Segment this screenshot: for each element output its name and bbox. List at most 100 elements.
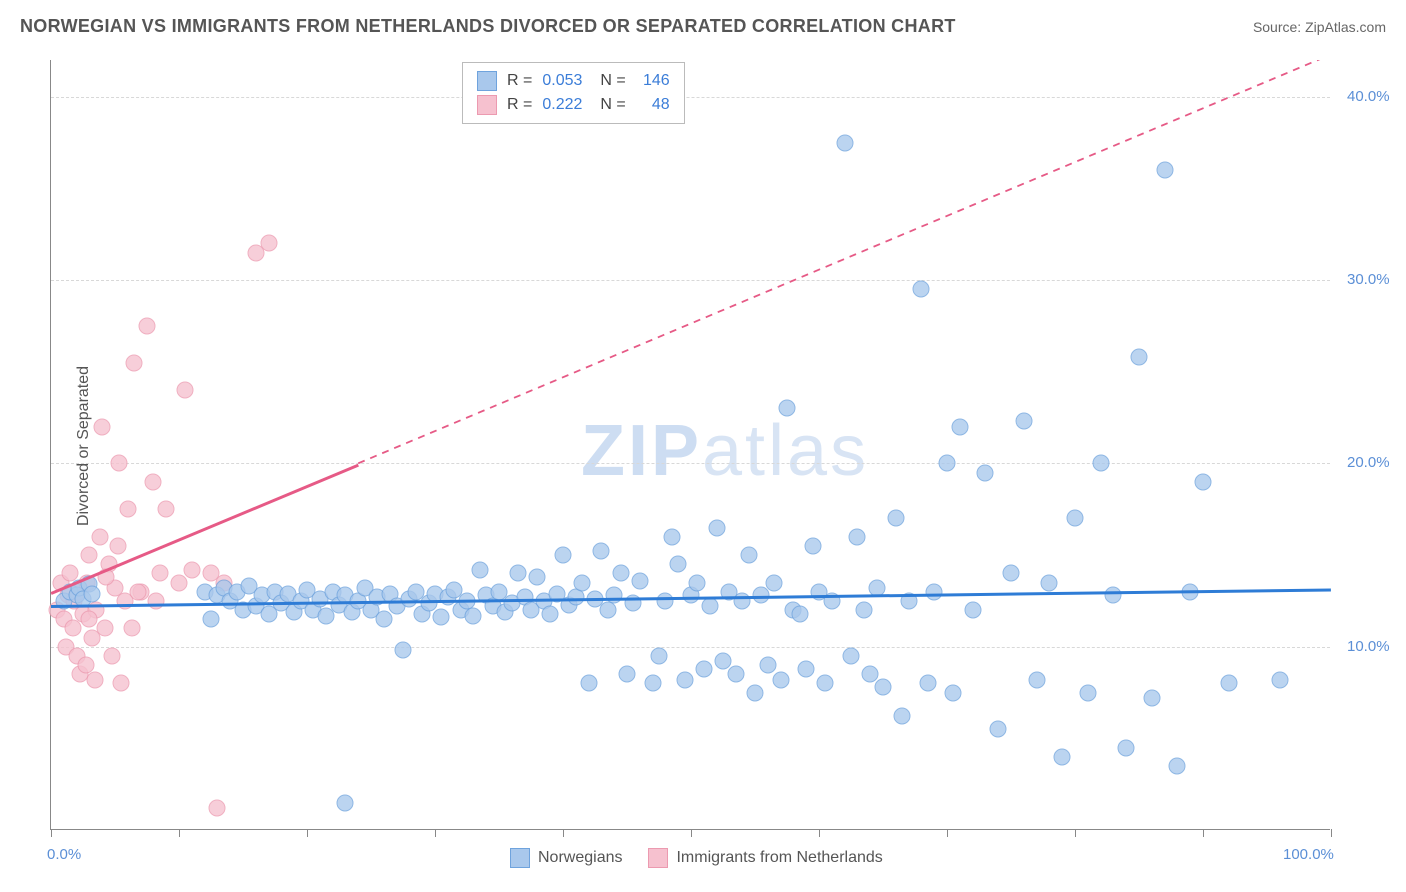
x-tick	[947, 829, 948, 837]
point-blue	[375, 611, 392, 628]
legend-item: Norwegians	[510, 848, 622, 868]
source-label: Source: ZipAtlas.com	[1253, 19, 1386, 35]
x-tick	[819, 829, 820, 837]
trend-line-dashed	[51, 60, 1331, 830]
point-blue	[651, 647, 668, 664]
gridline-h	[51, 647, 1330, 648]
stat-n-value: 48	[636, 96, 670, 114]
legend-item: Immigrants from Netherlands	[648, 848, 882, 868]
point-pink	[260, 235, 277, 252]
point-blue	[766, 574, 783, 591]
legend-swatch	[648, 848, 668, 868]
stats-legend-box: R =0.053N =146R =0.222N =48	[462, 62, 685, 124]
point-blue	[510, 565, 527, 582]
point-pink	[147, 592, 164, 609]
point-blue	[836, 134, 853, 151]
point-blue	[542, 605, 559, 622]
point-blue	[939, 455, 956, 472]
point-blue	[644, 675, 661, 692]
point-blue	[471, 561, 488, 578]
legend-swatch	[477, 95, 497, 115]
point-blue	[1054, 748, 1071, 765]
y-tick-label: 40.0%	[1347, 88, 1390, 105]
point-blue	[702, 598, 719, 615]
point-pink	[64, 620, 81, 637]
point-pink	[81, 547, 98, 564]
legend-label: Norwegians	[538, 849, 622, 867]
stats-row: R =0.222N =48	[477, 93, 670, 117]
point-blue	[951, 418, 968, 435]
x-tick	[1075, 829, 1076, 837]
point-blue	[593, 543, 610, 560]
point-blue	[663, 528, 680, 545]
legend-label: Immigrants from Netherlands	[676, 849, 882, 867]
point-blue	[990, 721, 1007, 738]
point-blue	[791, 605, 808, 622]
point-blue	[1220, 675, 1237, 692]
point-blue	[747, 684, 764, 701]
point-blue	[1271, 671, 1288, 688]
x-tick-label: 100.0%	[1283, 846, 1334, 863]
point-blue	[1105, 587, 1122, 604]
point-blue	[83, 585, 100, 602]
point-blue	[894, 708, 911, 725]
gridline-h	[51, 97, 1330, 98]
point-blue	[433, 609, 450, 626]
plot-area: ZIPatlas 10.0%20.0%30.0%40.0%0.0%100.0%	[50, 60, 1330, 830]
point-blue	[798, 660, 815, 677]
legend-bottom: Norwegians Immigrants from Netherlands	[510, 848, 883, 868]
point-pink	[86, 671, 103, 688]
stat-r-value: 0.222	[542, 96, 590, 114]
point-blue	[465, 607, 482, 624]
point-blue	[574, 574, 591, 591]
point-blue	[580, 675, 597, 692]
point-blue	[1015, 413, 1032, 430]
point-blue	[759, 657, 776, 674]
point-blue	[843, 647, 860, 664]
watermark-bold: ZIP	[581, 411, 702, 491]
point-blue	[676, 671, 693, 688]
point-blue	[599, 602, 616, 619]
point-blue	[913, 281, 930, 298]
stat-n-label: N =	[600, 72, 625, 90]
point-blue	[689, 574, 706, 591]
point-blue	[964, 602, 981, 619]
point-blue	[203, 611, 220, 628]
point-pink	[104, 647, 121, 664]
point-pink	[119, 501, 136, 518]
stats-row: R =0.053N =146	[477, 69, 670, 93]
point-pink	[209, 800, 226, 817]
point-blue	[1041, 574, 1058, 591]
point-blue	[1195, 473, 1212, 490]
gridline-h	[51, 463, 1330, 464]
watermark-thin: atlas	[702, 411, 869, 491]
point-blue	[919, 675, 936, 692]
point-blue	[855, 602, 872, 619]
point-blue	[619, 666, 636, 683]
point-blue	[657, 592, 674, 609]
x-tick-label: 0.0%	[47, 846, 81, 863]
point-pink	[113, 675, 130, 692]
legend-swatch	[477, 71, 497, 91]
point-blue	[1156, 162, 1173, 179]
x-tick	[1203, 829, 1204, 837]
x-tick	[51, 829, 52, 837]
stat-n-value: 146	[636, 72, 670, 90]
point-pink	[109, 537, 126, 554]
point-blue	[772, 671, 789, 688]
point-blue	[606, 587, 623, 604]
point-blue	[977, 464, 994, 481]
point-pink	[183, 561, 200, 578]
stat-r-label: R =	[507, 72, 532, 90]
point-blue	[1003, 565, 1020, 582]
point-blue	[734, 592, 751, 609]
stat-r-label: R =	[507, 96, 532, 114]
point-blue	[1131, 349, 1148, 366]
point-blue	[612, 565, 629, 582]
point-blue	[727, 666, 744, 683]
y-tick-label: 30.0%	[1347, 271, 1390, 288]
y-tick-label: 10.0%	[1347, 638, 1390, 655]
watermark: ZIPatlas	[581, 410, 869, 492]
x-tick	[1331, 829, 1332, 837]
point-pink	[158, 501, 175, 518]
